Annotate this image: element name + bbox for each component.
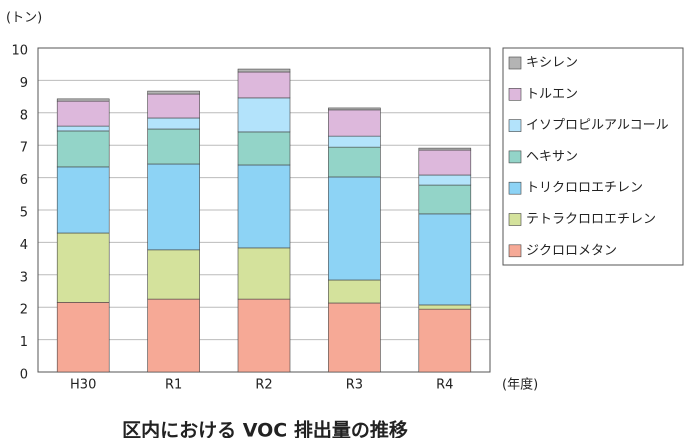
bar-segment	[418, 147, 472, 151]
bar-segment	[237, 164, 291, 249]
bar-segment	[237, 68, 291, 73]
bar-segment	[56, 302, 110, 373]
legend-label: トリクロロエチレン	[526, 181, 643, 196]
legend-swatch	[508, 213, 522, 226]
bar-segment	[237, 247, 291, 300]
bar-segment	[237, 71, 291, 99]
bar-segment	[56, 166, 110, 234]
y-tick-label: 3	[20, 270, 28, 285]
bar-segment	[328, 109, 381, 137]
y-tick-label: 5	[20, 206, 28, 221]
bar-segment	[418, 184, 472, 215]
legend-label: ジクロロメタン	[526, 243, 617, 258]
x-tick-label: H30	[70, 378, 96, 393]
legend-label: ヘキサン	[526, 149, 578, 164]
x-tick-label: R3	[346, 378, 363, 393]
bar-segment	[56, 130, 110, 168]
y-tick-label: 7	[20, 141, 28, 156]
y-tick-label: 2	[20, 303, 28, 318]
bar-segment	[237, 131, 291, 166]
bar-segment	[56, 232, 110, 303]
x-tick-label: R1	[165, 378, 182, 393]
bar-segment	[147, 117, 200, 130]
bar-segment	[418, 174, 472, 186]
bar-segment	[328, 135, 381, 148]
legend-label: トルエン	[526, 87, 578, 102]
legend-frame	[502, 47, 684, 266]
legend-swatch	[508, 150, 522, 164]
y-tick-label: 0	[20, 368, 28, 383]
bar-segment	[328, 176, 381, 281]
bar-segment	[147, 249, 200, 300]
legend-label: テトラクロロエチレン	[526, 212, 656, 227]
bar-segment	[328, 146, 381, 178]
y-tick-label: 9	[20, 76, 28, 91]
x-tick-label: R2	[255, 378, 272, 393]
y-tick-label: 1	[20, 335, 28, 350]
bar-segment	[147, 163, 200, 251]
bar-segment	[418, 149, 472, 176]
bar-segment	[56, 100, 110, 127]
bar-segment	[56, 98, 110, 102]
y-tick-label: 4	[20, 238, 28, 253]
legend-label: キシレン	[526, 56, 578, 71]
bar-segment	[418, 304, 472, 310]
legend-swatch	[508, 56, 522, 70]
legend-swatch	[508, 119, 522, 132]
legend-swatch	[508, 244, 522, 258]
bar-segment	[328, 302, 381, 373]
bar-segment	[418, 213, 472, 306]
bar-segment	[328, 279, 381, 304]
bar-segment	[147, 298, 200, 373]
bar-segment	[237, 298, 291, 373]
bar-segment	[147, 90, 200, 95]
y-tick-label: 10	[11, 44, 28, 59]
x-axis-label: (年度)	[502, 377, 538, 393]
bar-segment	[328, 107, 381, 111]
x-tick-label: R4	[436, 378, 453, 393]
bar-segment	[237, 97, 291, 133]
y-axis-label: (トン)	[6, 11, 42, 26]
y-tick-label: 6	[20, 173, 28, 188]
bar-segment	[418, 308, 472, 373]
legend-swatch	[508, 88, 522, 101]
y-tick-label: 8	[20, 108, 28, 123]
bar-segment	[56, 125, 110, 132]
chart-title: 区内における VOC 排出量の推移	[122, 419, 408, 438]
bar-segment	[147, 128, 200, 165]
legend-swatch	[508, 181, 522, 195]
bar-segment	[147, 93, 200, 119]
legend-label: イソプロピルアルコール	[526, 118, 669, 133]
